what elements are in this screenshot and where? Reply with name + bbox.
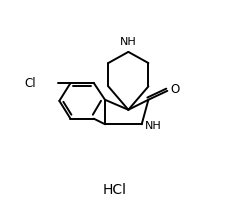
Text: NH: NH [120, 37, 136, 47]
Text: HCl: HCl [103, 183, 126, 197]
Text: NH: NH [144, 121, 161, 131]
Text: Cl: Cl [24, 77, 36, 90]
Text: O: O [169, 83, 178, 96]
